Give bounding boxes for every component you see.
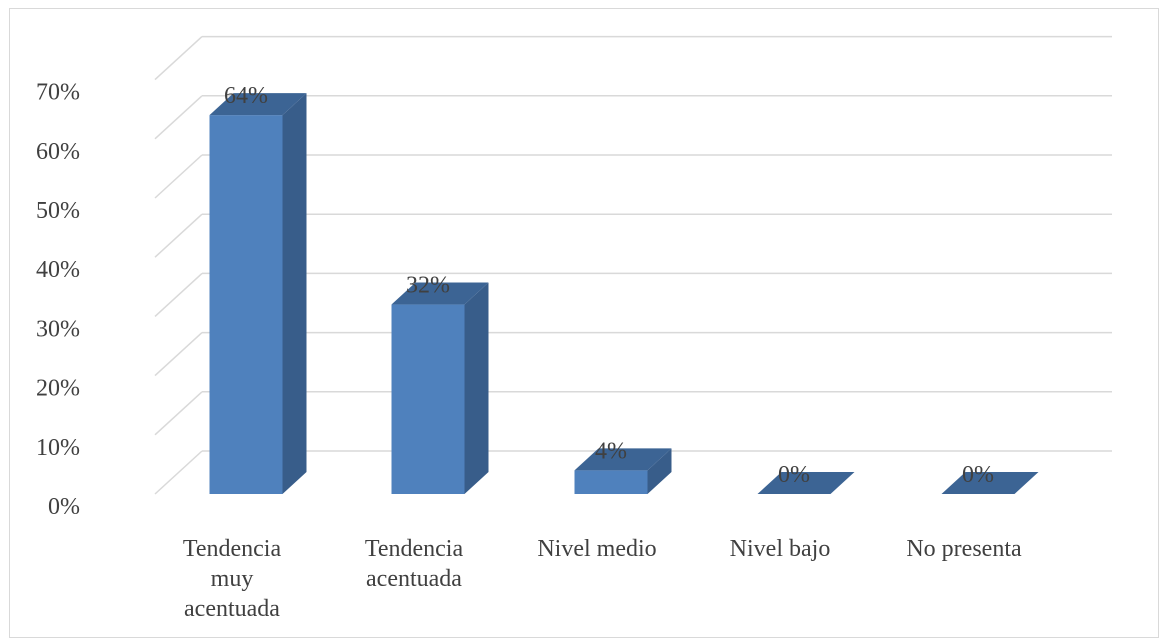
data-labels: 64% 32% 4% 0% 0% — [224, 83, 994, 488]
chart-frame — [9, 8, 1159, 638]
category-label-line: Nivel medio — [537, 536, 656, 562]
bar-side — [282, 93, 307, 495]
gridline-depth — [154, 154, 203, 199]
y-tick-label: 20% — [36, 376, 80, 402]
y-tick-label: 70% — [36, 80, 80, 106]
data-label: 0% — [962, 462, 994, 488]
bar-front — [574, 470, 648, 494]
gridline-depth — [154, 36, 203, 81]
y-tick-label: 0% — [48, 494, 80, 520]
bar-top — [757, 472, 855, 494]
category-label-line: No presenta — [906, 536, 1022, 562]
category-label-line: Nivel bajo — [730, 536, 831, 562]
category-label-line: acentuada — [184, 596, 280, 622]
data-label: 64% — [224, 83, 268, 109]
bar-side — [464, 282, 489, 494]
y-tick-label: 30% — [36, 316, 80, 342]
bar-top — [209, 93, 307, 116]
category-label: Tendencia acentuada — [365, 536, 464, 592]
bar-front — [391, 304, 465, 494]
category-label: Tendencia muy acentuada — [183, 536, 282, 622]
gridline-depth — [154, 272, 203, 317]
category-labels: Tendencia muy acentuada Tendencia acentuada N… — [183, 536, 1022, 622]
bar-top — [574, 448, 672, 471]
gridlines — [154, 35, 1112, 495]
bars — [209, 93, 1039, 495]
category-label-line: Tendencia — [183, 536, 282, 562]
data-label: 4% — [595, 438, 627, 464]
data-label: 32% — [406, 273, 450, 299]
category-label: Nivel medio — [537, 536, 656, 562]
y-axis-ticks: 0% 10% 20% 30% 40% 50% 60% 70% — [36, 80, 80, 520]
bar-top — [391, 282, 489, 305]
data-label: 0% — [778, 462, 810, 488]
y-tick-label: 50% — [36, 198, 80, 224]
gridline-depth — [154, 213, 203, 258]
gridline-depth — [154, 391, 203, 436]
category-label: No presenta — [906, 536, 1022, 562]
category-label-line: Tendencia — [365, 536, 464, 562]
y-tick-label: 40% — [36, 257, 80, 283]
bar-side — [647, 448, 672, 494]
category-label-line: acentuada — [366, 566, 462, 592]
gridline-depth — [154, 95, 203, 140]
gridline-depth — [154, 450, 203, 495]
y-tick-label: 60% — [36, 139, 80, 165]
bar-front — [209, 115, 283, 495]
category-label: Nivel bajo — [730, 536, 831, 562]
gridline-depth — [154, 332, 203, 377]
y-tick-label: 10% — [36, 435, 80, 461]
bar-top — [941, 472, 1039, 494]
category-label-line: muy — [211, 566, 254, 592]
